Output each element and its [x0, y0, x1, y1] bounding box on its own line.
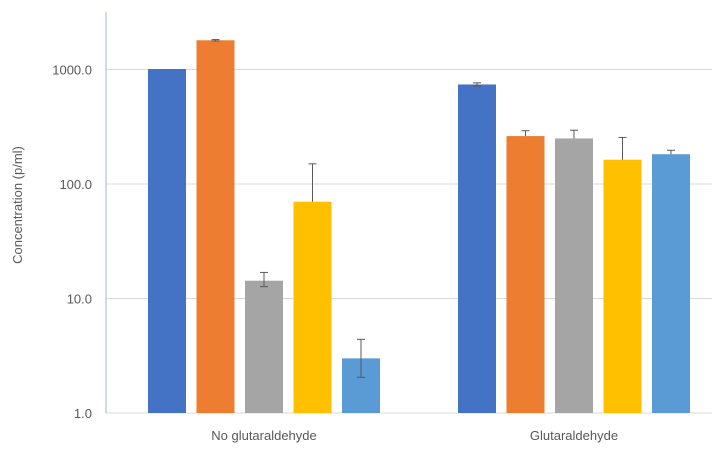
bar	[245, 280, 283, 413]
bar	[506, 136, 545, 414]
bar	[293, 201, 332, 413]
x-tick-label: Glutaraldehyde	[530, 428, 618, 443]
y-tick-labels: 1.0 10.0 100.0 1000.0	[52, 63, 92, 422]
x-tick-label: No glutaraldehyde	[211, 428, 317, 443]
bar	[196, 40, 235, 413]
error-bars	[211, 39, 675, 378]
bar	[555, 138, 593, 414]
x-tick-labels: No glutaraldehyde Glutaraldehyde	[211, 428, 618, 443]
y-tick-label: 10.0	[67, 292, 92, 307]
bars	[148, 40, 690, 414]
y-tick-label: 100.0	[59, 177, 92, 192]
y-tick-label: 1.0	[74, 406, 92, 421]
bar	[652, 154, 690, 413]
bar	[148, 69, 186, 414]
bar	[458, 84, 496, 414]
y-tick-label: 1000.0	[52, 63, 92, 78]
y-axis-label: Concentration (p/ml)	[10, 146, 25, 264]
bar	[603, 159, 642, 413]
